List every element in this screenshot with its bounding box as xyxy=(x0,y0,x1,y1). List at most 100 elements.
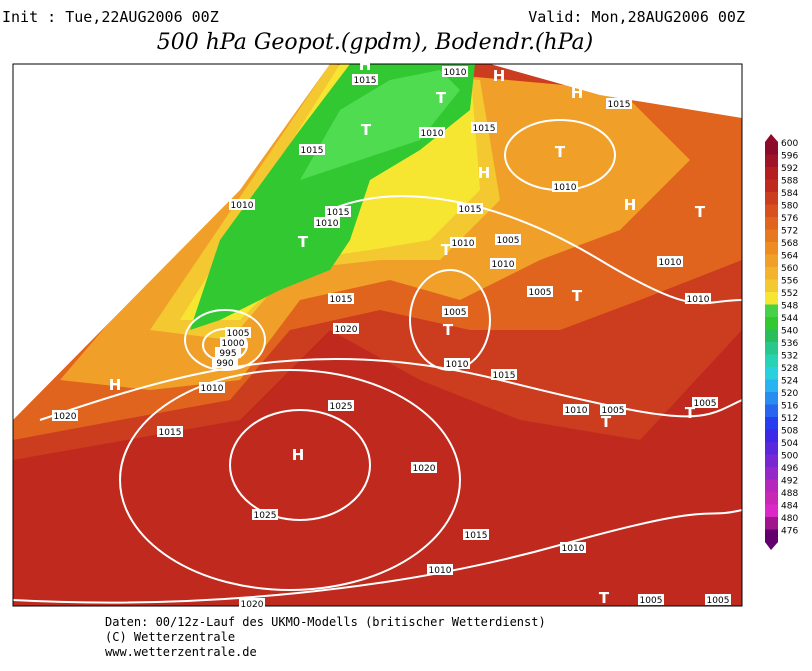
isobar-label: 1010 xyxy=(231,201,254,211)
colorbar-label: 524 xyxy=(781,377,798,387)
label-box xyxy=(239,598,265,609)
colorbar-swatch xyxy=(765,467,778,480)
colorbar-label: 508 xyxy=(781,427,798,437)
colorbar-swatch xyxy=(765,292,778,305)
isobar-label: 1005 xyxy=(602,406,625,416)
colorbar-swatch xyxy=(765,192,778,205)
colorbar-label: 516 xyxy=(781,402,798,412)
label-box xyxy=(638,594,664,605)
pressure-center: T xyxy=(572,287,583,305)
colorbar-swatch xyxy=(765,517,778,530)
valid-time: Valid: Mon,28AUG2006 00Z xyxy=(528,8,745,26)
label-box xyxy=(463,529,489,540)
colorbar-label: 568 xyxy=(781,239,798,249)
pressure-centers: H H H T T T H H T T T T T H T T H T xyxy=(109,56,706,607)
isobar-label: 1020 xyxy=(241,600,264,610)
colorbar-label: 512 xyxy=(781,414,798,424)
colorbar-label: 600 xyxy=(781,139,798,149)
colorbar-label: 548 xyxy=(781,302,798,312)
pressure-center: T xyxy=(555,143,566,161)
label-box xyxy=(491,369,517,380)
colorbar-label: 576 xyxy=(781,214,798,224)
colorbar-label: 560 xyxy=(781,264,798,274)
pressure-center: T xyxy=(298,233,309,251)
colorbar-label: 584 xyxy=(781,189,798,199)
colorbar-label: 592 xyxy=(781,164,798,174)
isobar-label: 1015 xyxy=(493,371,516,381)
pressure-center: H xyxy=(624,196,637,214)
isobar-label: 1020 xyxy=(54,412,77,422)
label-box xyxy=(328,400,354,411)
pressure-center: H xyxy=(292,446,305,464)
colorbar-swatch xyxy=(765,154,778,168)
colorbar-swatch xyxy=(765,279,778,293)
label-box xyxy=(471,122,497,133)
colorbar-swatch xyxy=(765,367,778,380)
isobar-label: 1015 xyxy=(465,531,488,541)
colorbar-label: 588 xyxy=(781,177,798,187)
isobar-label: 1020 xyxy=(413,464,436,474)
isobar-label: 1010 xyxy=(316,219,339,229)
isobar-label: 1015 xyxy=(327,208,350,218)
colorbar-label: 596 xyxy=(781,152,798,162)
label-box xyxy=(685,293,711,304)
colorbar-label: 532 xyxy=(781,352,798,362)
label-box xyxy=(328,293,354,304)
label-box xyxy=(563,404,589,415)
colorbar-label: 492 xyxy=(781,477,798,487)
label-box xyxy=(442,306,468,317)
colorbar-label: 504 xyxy=(781,439,798,449)
isobar-label: 1010 xyxy=(421,129,444,139)
pressure-center: T xyxy=(599,589,610,607)
colorbar-label: 476 xyxy=(781,527,798,537)
label-box xyxy=(450,237,476,248)
isobar-label: 1005 xyxy=(497,236,520,246)
colorbar-label: 552 xyxy=(781,289,798,299)
pressure-center: T xyxy=(441,241,452,259)
pressure-center: T xyxy=(685,404,696,422)
pressure-center: H xyxy=(571,84,584,102)
isobar-label: 990 xyxy=(216,359,233,369)
colorbar-swatch xyxy=(765,304,778,318)
isobar-label: 1015 xyxy=(330,295,353,305)
isobar-label: 1010 xyxy=(562,544,585,554)
label-box xyxy=(352,74,378,85)
colorbar-label: 484 xyxy=(781,502,798,512)
isobar-label: 1005 xyxy=(444,308,467,318)
label-box xyxy=(225,327,251,338)
pressure-center: T xyxy=(361,121,372,139)
colorbar-swatch xyxy=(765,379,778,393)
colorbar-swatch xyxy=(765,442,778,455)
label-box xyxy=(215,347,241,358)
colorbar-swatch xyxy=(765,142,778,155)
colorbar-swatch xyxy=(765,354,778,368)
isobar-label: 1010 xyxy=(687,295,710,305)
pressure-center: H xyxy=(109,376,122,394)
label-box xyxy=(220,337,246,348)
label-box xyxy=(212,357,238,368)
colorbar: 600 596 592 588 584 580 576 572 568 564 560 556 552 5… xyxy=(765,134,798,550)
label-box xyxy=(600,404,626,415)
isobar-label: 1010 xyxy=(452,239,475,249)
outside-projection xyxy=(490,64,742,118)
label-box xyxy=(52,410,78,421)
colorbar-label: 544 xyxy=(781,314,798,324)
isobar-label: 1005 xyxy=(227,329,250,339)
colorbar-swatch xyxy=(765,254,778,268)
label-box xyxy=(299,144,325,155)
colorbar-label: 556 xyxy=(781,277,798,287)
isobar-label: 995 xyxy=(219,349,236,359)
label-box xyxy=(314,217,340,228)
colorbar-swatch xyxy=(765,529,778,543)
colorbar-swatch xyxy=(765,492,778,505)
label-box xyxy=(490,258,516,269)
colorbar-label: 580 xyxy=(781,202,798,212)
map-background xyxy=(12,63,743,607)
isobar-label: 1025 xyxy=(254,511,277,521)
colorbar-label: 500 xyxy=(781,452,798,462)
colorbar-label: 488 xyxy=(781,489,798,499)
label-box xyxy=(157,426,183,437)
colorbar-swatch xyxy=(765,417,778,430)
